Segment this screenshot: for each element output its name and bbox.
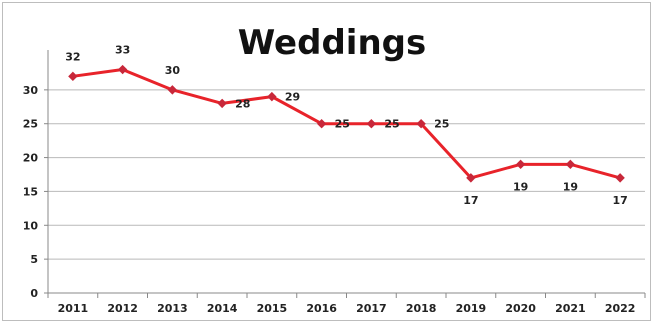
data-label: 28	[235, 97, 250, 110]
series-line	[72, 68, 621, 180]
data-point	[217, 98, 227, 109]
x-tick-label: 2016	[306, 302, 337, 315]
x-tick-label: 2021	[555, 302, 586, 315]
data-point	[267, 91, 277, 102]
data-label: 32	[65, 50, 80, 63]
data-point	[515, 159, 526, 170]
data-label: 25	[335, 118, 350, 131]
y-tick-label: 15	[23, 185, 38, 198]
data-label: 25	[434, 118, 449, 131]
data-point	[416, 119, 426, 129]
chart-frame	[2, 2, 651, 321]
x-tick-label: 2013	[157, 302, 188, 315]
data-label: 33	[115, 44, 130, 57]
data-label: 25	[384, 118, 399, 131]
data-label: 17	[463, 194, 478, 207]
x-tick-label: 2020	[505, 302, 536, 315]
y-tick-label: 25	[23, 118, 38, 131]
data-point	[565, 159, 576, 170]
data-points	[68, 64, 625, 183]
gridlines	[48, 89, 645, 260]
x-tick-label: 2022	[605, 302, 636, 315]
x-tick-labels: 2011 2012 2013 2014 2015 2016 2017 2018 2019 2020…	[58, 302, 636, 315]
y-tick-label: 5	[30, 253, 38, 266]
x-tick-label: 2018	[406, 302, 437, 315]
data-point	[615, 173, 625, 183]
x-tick-label: 2014	[207, 302, 238, 315]
data-point	[316, 119, 327, 129]
data-label: 19	[563, 180, 578, 193]
axes	[44, 50, 646, 298]
data-point	[68, 71, 78, 82]
x-tick-label: 2015	[257, 302, 288, 315]
data-point	[117, 64, 128, 75]
x-tick-label: 2012	[107, 302, 138, 315]
data-label: 29	[285, 91, 300, 104]
y-tick-label: 0	[30, 287, 38, 300]
x-tick-label: 2011	[58, 302, 89, 315]
data-label: 19	[513, 180, 528, 193]
data-point	[466, 173, 476, 183]
data-point	[167, 85, 178, 95]
chart-title: Weddings	[238, 23, 426, 63]
data-labels: 32 33 30 28 29 25 25 25 17 19 19 17	[65, 44, 628, 207]
data-label: 30	[165, 64, 181, 77]
x-tick-label: 2017	[356, 302, 387, 315]
series-line-path	[72, 68, 621, 180]
data-point	[366, 119, 377, 129]
y-tick-label: 30	[23, 84, 39, 97]
x-tick-label: 2019	[456, 302, 487, 315]
y-tick-label: 20	[23, 152, 39, 165]
y-tick-label: 10	[23, 219, 39, 232]
y-tick-labels: 0 5 10 15 20 25 30	[23, 84, 39, 300]
data-label: 17	[612, 194, 627, 207]
